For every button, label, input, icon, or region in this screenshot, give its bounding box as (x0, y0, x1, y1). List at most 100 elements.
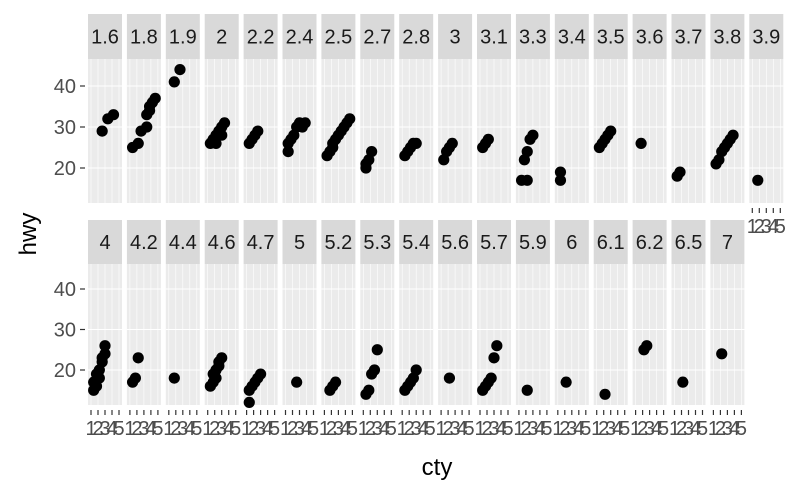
data-point (605, 125, 617, 137)
data-point (252, 125, 264, 137)
data-point (446, 137, 458, 149)
x-tick-label: 3 (527, 418, 538, 440)
data-point (560, 376, 572, 388)
x-tick-label: 2 (637, 418, 648, 440)
facet-strip (632, 14, 667, 59)
data-point (554, 174, 567, 186)
x-tick-label: 2 (92, 418, 103, 440)
x-tick-label: 1 (436, 418, 447, 440)
facet-strip (632, 220, 667, 264)
facet-strip (88, 14, 122, 59)
facet-strip-label: 5 (294, 232, 305, 254)
data-point (674, 166, 686, 178)
facet-strip (593, 220, 628, 264)
x-tick-label: 1 (85, 418, 96, 440)
facet-strip (126, 14, 161, 59)
facet-strip-label: 2.7 (363, 27, 391, 49)
x-tick-label: 1 (319, 418, 330, 440)
x-tick-label: 1 (552, 418, 563, 440)
facet-strip-label: 4.7 (247, 232, 275, 254)
data-point (521, 384, 533, 396)
x-tick-label: 3 (177, 418, 188, 440)
facet-strip-label: 1.6 (91, 27, 119, 49)
x-tick-label: 2 (715, 418, 726, 440)
facet-strip-label: 1.8 (130, 27, 158, 49)
data-point (485, 372, 497, 384)
x-tick-label: 1 (708, 418, 719, 440)
data-point (527, 129, 539, 141)
x-tick-label: 2 (170, 418, 181, 440)
x-tick-label: 1 (280, 418, 291, 440)
facet-strip-label: 3.1 (480, 27, 508, 49)
facet-strip (282, 14, 317, 59)
facet-strip-label: 5.2 (324, 232, 352, 254)
x-tick-label: 3 (683, 418, 694, 440)
facet-strip (360, 220, 395, 264)
facet-strip-label: 5.4 (402, 232, 430, 254)
x-tick-label: 2 (131, 418, 142, 440)
facet-strip (438, 14, 473, 59)
data-point (243, 396, 255, 408)
facet-strip (321, 14, 356, 59)
x-tick-label: 5 (697, 418, 708, 440)
facet-strip (204, 14, 239, 59)
facet-strip (438, 220, 473, 264)
x-tick-label: 4 (379, 418, 390, 440)
data-point (366, 146, 378, 158)
x-tick-label: 1 (124, 418, 135, 440)
facet-strip (593, 14, 628, 59)
data-point (363, 384, 375, 396)
data-point (554, 166, 567, 178)
data-point (99, 340, 111, 352)
facet-strip (477, 14, 511, 59)
x-tick-label: 3 (333, 418, 344, 440)
data-point (410, 137, 422, 149)
x-tick-label: 5 (191, 418, 202, 440)
x-tick-label: 5 (775, 216, 786, 238)
x-tick-label: 1 (163, 418, 174, 440)
facet-strip-label: 2.5 (324, 27, 352, 49)
facet-strip (554, 14, 589, 59)
data-point (488, 352, 500, 364)
facet-strip (671, 220, 706, 264)
x-tick-label: 5 (152, 418, 163, 440)
facet-strip (515, 14, 550, 59)
data-point (99, 348, 111, 360)
facet-strip (399, 14, 434, 59)
facet-strip-label: 1.9 (169, 27, 197, 49)
x-tick-label: 4 (534, 418, 545, 440)
x-tick-label: 4 (729, 418, 740, 440)
facet-strip-label: 2.4 (286, 27, 314, 49)
x-tick-label: 5 (619, 418, 630, 440)
x-tick-label: 2 (520, 418, 531, 440)
facet-strip (360, 14, 395, 59)
data-point (141, 121, 153, 133)
facet-strip (515, 220, 550, 264)
data-point (132, 137, 144, 149)
x-tick-label: 3 (138, 418, 149, 440)
facet-strip-label: 7 (722, 232, 733, 254)
data-point (599, 388, 611, 400)
x-tick-label: 5 (386, 418, 397, 440)
data-point (329, 376, 342, 388)
facet-strip-label: 6 (566, 232, 577, 254)
data-point (635, 137, 647, 149)
data-point (216, 352, 228, 364)
x-tick-label: 3 (722, 418, 733, 440)
facet-strip (88, 220, 122, 264)
x-tick-label: 4 (184, 418, 195, 440)
data-point (641, 340, 653, 352)
data-point (216, 129, 228, 141)
data-point (107, 109, 120, 121)
data-point (752, 174, 764, 186)
x-tick-label: 1 (474, 418, 485, 440)
facet-strip-label: 3.4 (558, 27, 586, 49)
x-tick-label: 5 (347, 418, 358, 440)
x-tick-label: 2 (248, 418, 259, 440)
x-tick-label: 2 (209, 418, 220, 440)
x-tick-label: 2 (559, 418, 570, 440)
x-tick-label: 3 (761, 216, 772, 238)
x-tick-label: 5 (658, 418, 669, 440)
facet-strip (477, 220, 511, 264)
facet-strip (165, 220, 200, 264)
